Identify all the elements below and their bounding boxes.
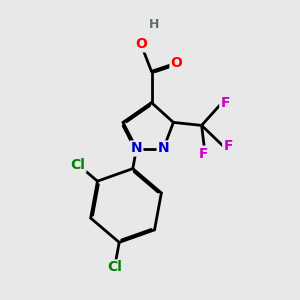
Text: N: N (131, 142, 142, 155)
Text: H: H (148, 18, 159, 31)
Text: F: F (198, 147, 208, 160)
Text: O: O (135, 38, 147, 51)
Text: N: N (158, 142, 169, 155)
Text: F: F (220, 96, 230, 110)
Text: O: O (170, 56, 182, 70)
Text: F: F (223, 140, 233, 153)
Text: Cl: Cl (107, 260, 122, 274)
Text: Cl: Cl (70, 158, 86, 172)
